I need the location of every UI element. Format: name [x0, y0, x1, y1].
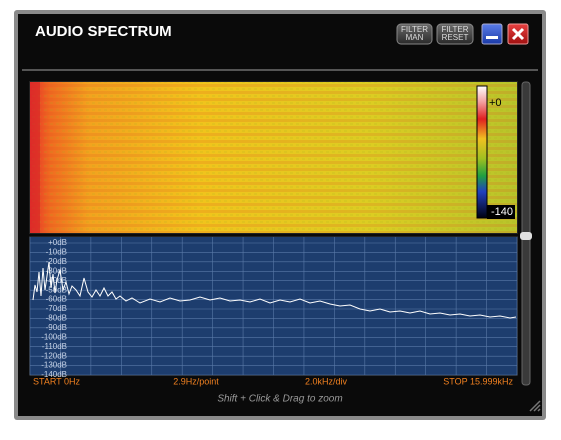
- button-bg: [481, 23, 503, 45]
- color-scale-top: +0: [489, 97, 502, 109]
- db-labels: +0dB-10dB-20dB-30dB-40dB-50dB-60dB-70dB-…: [41, 238, 67, 379]
- resolution: 2.9Hz/point: [173, 376, 219, 386]
- db-label: -130dB: [41, 361, 67, 370]
- db-label: +0dB: [48, 238, 67, 247]
- db-label: -60dB: [46, 295, 67, 304]
- filter-reset-button[interactable]: FILTER RESET: [436, 23, 474, 45]
- db-label: -140dB: [41, 370, 67, 379]
- db-label: -100dB: [41, 332, 67, 341]
- color-scale-bottom: -140: [491, 206, 513, 218]
- db-label: -70dB: [46, 304, 67, 313]
- stop-frequency: STOP 15.999kHz: [443, 376, 513, 386]
- start-frequency: START 0Hz: [33, 376, 81, 386]
- db-label: -110dB: [42, 342, 67, 351]
- close-button[interactable]: [507, 23, 529, 45]
- db-label: -90dB: [46, 323, 67, 332]
- db-label: -50dB: [46, 285, 67, 294]
- spectrogram-texture: [30, 82, 517, 233]
- button-label: FILTER: [401, 25, 428, 34]
- db-label: -10dB: [46, 248, 67, 257]
- db-label: -20dB: [46, 257, 67, 266]
- window-title: AUDIO SPECTRUM: [35, 23, 172, 40]
- minimize-icon: [486, 36, 498, 39]
- button-bg: [396, 23, 433, 45]
- zoom-hint: Shift + Click & Drag to zoom: [217, 394, 342, 405]
- button-label: FILTER: [442, 25, 469, 34]
- scrollbar-thumb[interactable]: [520, 232, 532, 240]
- close-icon: [511, 27, 525, 41]
- division: 2.0kHz/div: [305, 376, 348, 386]
- minimize-button[interactable]: [481, 23, 503, 45]
- filter-man-button[interactable]: FILTER MAN: [396, 23, 433, 45]
- db-label: -40dB: [46, 276, 67, 285]
- spectrum-footer: START 0Hz 2.9Hz/point 2.0kHz/div STOP 15…: [33, 376, 513, 386]
- db-label: -120dB: [41, 351, 67, 360]
- resize-grip[interactable]: [529, 400, 541, 412]
- color-scale-label-bg: [487, 205, 515, 219]
- spectrum-trace: [32, 261, 517, 319]
- spectrum-grid: [29, 237, 518, 376]
- button-label: RESET: [442, 33, 469, 42]
- spectrogram-low-band: [30, 82, 40, 233]
- db-label: -30dB: [46, 266, 67, 275]
- button-label: MAN: [406, 33, 424, 42]
- db-label: -80dB: [46, 314, 67, 323]
- button-bg: [436, 23, 474, 45]
- color-scale: [476, 85, 488, 219]
